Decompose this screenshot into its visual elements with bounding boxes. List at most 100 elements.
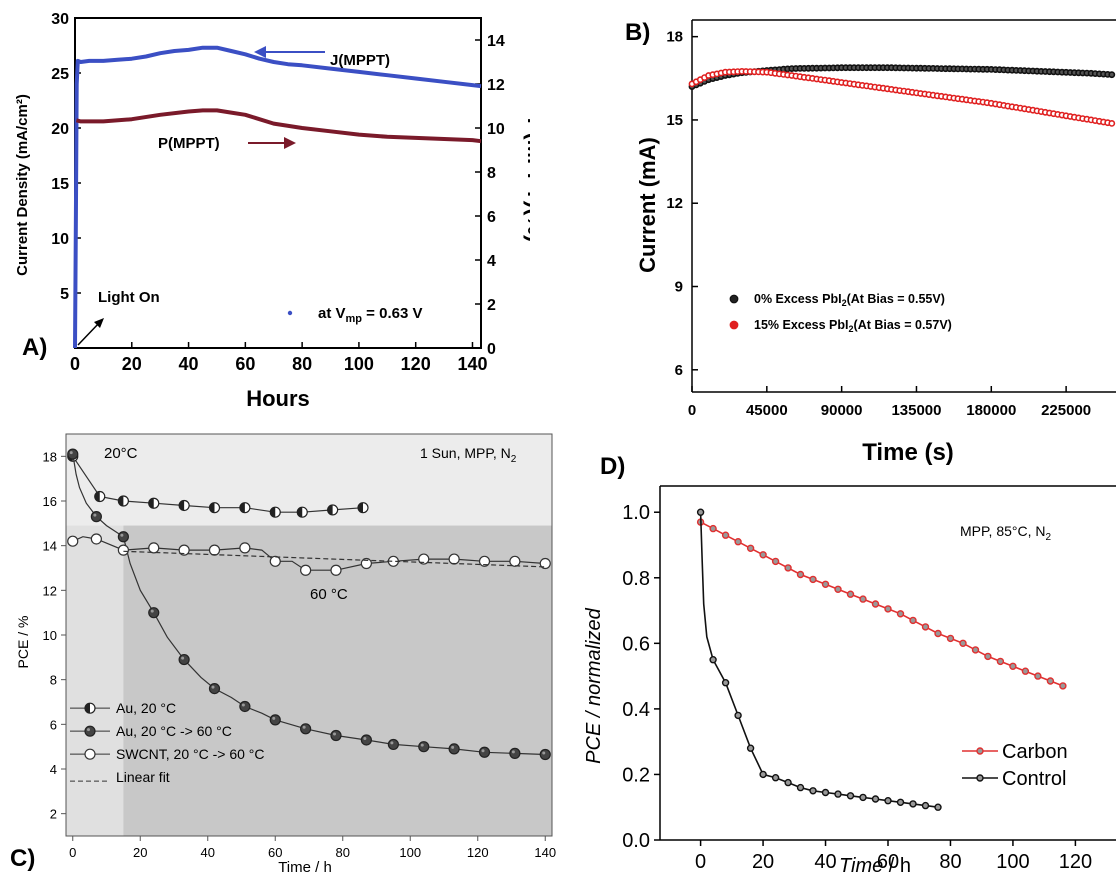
temp-60-label: 60 °C [310, 586, 348, 603]
y-tick-label: 15 [666, 112, 683, 129]
y-tick-label: 2 [50, 807, 57, 822]
legend-label: 0% Excess PbI2(At Bias = 0.55V) [754, 292, 945, 308]
p-mppt-label: P(MPPT) [158, 135, 220, 152]
y2-tick-label: 2 [487, 297, 496, 314]
panel-label-b: B) [625, 19, 650, 46]
data-point [117, 531, 129, 543]
data-point [1108, 71, 1116, 79]
data-point [809, 575, 817, 584]
data-point-highlight [511, 750, 515, 754]
data-point [90, 511, 102, 523]
x-tick-label: 120 [467, 845, 489, 860]
data-point [834, 790, 842, 798]
data-point-highlight [93, 513, 97, 517]
series-line [699, 512, 939, 808]
data-point [269, 555, 281, 567]
x-tick-label: 225000 [1041, 402, 1091, 419]
data-point-highlight [420, 743, 424, 747]
data-point [360, 734, 372, 746]
data-point [1059, 682, 1067, 690]
x-tick-label: 80 [336, 845, 350, 860]
x-tick-label: 140 [534, 845, 556, 860]
data-point [509, 747, 521, 759]
x-tick-label: 20 [122, 354, 142, 374]
x-tick-label: 80 [292, 354, 312, 374]
data-point [117, 544, 129, 556]
chart-c: 0 20 40 60 80 100 120 140 2 4 6 8 10 12 14 16 18 PCE / %… [10, 433, 556, 876]
x-axis-label: Time (s) [862, 439, 954, 466]
data-point [821, 788, 830, 797]
data-point [734, 711, 742, 720]
data-point-highlight [181, 656, 185, 660]
y-tick-label: 6 [50, 717, 57, 732]
data-point [300, 564, 312, 576]
data-point [84, 725, 96, 737]
data-point [478, 555, 491, 567]
data-point [418, 553, 430, 565]
y-tick-label: 10 [43, 628, 57, 643]
data-point-fill [118, 496, 124, 506]
data-point [387, 738, 399, 751]
data-point [746, 544, 755, 553]
data-point [784, 564, 792, 572]
y-axis-label: PCE / % [15, 616, 31, 669]
shaded-region [66, 525, 124, 836]
x-tick-label: 135000 [891, 402, 941, 419]
chart-b: 0 45000 90000 135000 180000 225000 6 9 12 15 18 B)… [625, 19, 1116, 466]
data-point [921, 623, 930, 631]
y2-tick-label: 0 [487, 341, 496, 358]
y-axis-label: Current Density (mA/cm²) [14, 94, 31, 276]
x-tick-label: 45000 [746, 402, 788, 419]
legend-label: 15% Excess PbI2(At Bias = 0.57V) [754, 318, 952, 334]
data-point [208, 683, 221, 695]
data-point-fill [327, 504, 333, 515]
data-point [67, 535, 79, 547]
y2-tick-label: 6 [487, 209, 496, 226]
x-tick-label: 80 [939, 851, 961, 873]
data-point [771, 557, 780, 566]
panel-label-d: D) [600, 453, 625, 480]
y-tick-label: 8 [50, 673, 57, 688]
data-point-fill [270, 507, 276, 518]
data-point [709, 524, 717, 533]
series-line [73, 45, 482, 349]
linear-fit-line [123, 550, 546, 568]
y-tick-label: 4 [50, 762, 57, 777]
chart-d: 0 20 40 60 80 100 120 0.0 0.2 0.4 0.6 0.8 1.0 D) PCE… [583, 453, 1116, 877]
data-point-highlight [481, 749, 485, 753]
data-point [834, 585, 842, 594]
x-tick-label: 120 [401, 354, 431, 374]
data-point-highlight [451, 745, 455, 749]
x-tick-label: 90000 [821, 402, 863, 419]
legend-marker [976, 747, 984, 755]
data-point [871, 600, 880, 608]
y-tick-label: 0.6 [622, 633, 650, 655]
legend-label: Au, 20 °C [116, 700, 176, 716]
data-point [909, 616, 917, 625]
j-mppt-label: J(MPPT) [330, 52, 390, 69]
y-tick-label: 1.0 [622, 502, 650, 524]
data-point-fill [297, 507, 303, 518]
x-tick-label: 60 [268, 845, 282, 860]
y-tick-label: 18 [666, 29, 683, 46]
data-point-fill [148, 498, 154, 509]
x-tick-label: 180000 [966, 402, 1016, 419]
data-point [239, 542, 251, 554]
data-point-highlight [150, 609, 154, 613]
series-line [75, 108, 482, 144]
legend-label: at Vmp = 0.63 V [318, 305, 422, 325]
x-tick-label: 40 [179, 354, 199, 374]
x-tick-label: 0 [69, 845, 76, 860]
data-point [269, 714, 281, 726]
y2-tick-label: 10 [487, 121, 505, 138]
legend-marker [729, 294, 739, 304]
data-point [148, 542, 160, 554]
data-point [821, 580, 830, 589]
data-point [896, 610, 905, 618]
x-tick-label: 60 [235, 354, 255, 374]
data-point [1034, 672, 1042, 680]
y-tick-label: 10 [51, 231, 69, 248]
legend-label: Control [1002, 768, 1066, 790]
data-point [448, 553, 460, 565]
data-point [90, 533, 102, 545]
